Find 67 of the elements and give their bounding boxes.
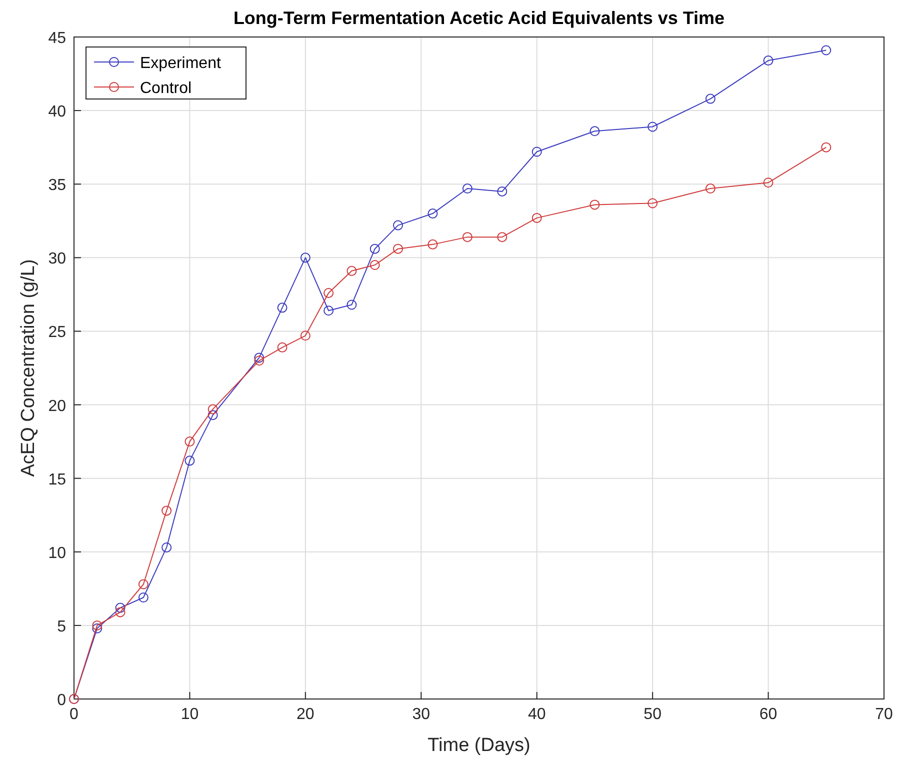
- point: [393, 220, 403, 230]
- point: [300, 330, 310, 341]
- point: [115, 607, 126, 618]
- point: [462, 184, 472, 194]
- point: [346, 300, 357, 310]
- point: [324, 306, 334, 316]
- y-tick-label: 5: [57, 618, 66, 636]
- y-tick-label: 45: [48, 30, 66, 47]
- point: [254, 356, 264, 366]
- point: [648, 198, 658, 208]
- x-tick-label: 30: [412, 706, 430, 723]
- point: [138, 579, 148, 590]
- x-axis-title: Time (Days): [428, 735, 530, 756]
- x-tick-label: 20: [296, 706, 314, 723]
- point: [763, 178, 774, 188]
- y-tick-label: 0: [57, 692, 66, 709]
- point: [184, 436, 195, 447]
- point: [324, 288, 334, 298]
- point: [277, 342, 288, 352]
- point: [428, 239, 438, 250]
- legend-label: Control: [140, 80, 192, 97]
- point: [370, 260, 380, 270]
- x-tick-label: 0: [70, 706, 79, 723]
- y-tick-label: 20: [48, 398, 66, 415]
- chart-title: Long-Term Fermentation Acetic Acid Equivalents vs Time: [233, 8, 725, 28]
- point: [138, 592, 148, 602]
- point: [115, 602, 126, 613]
- point: [346, 266, 357, 276]
- point: [497, 186, 508, 196]
- point: [208, 410, 218, 420]
- x-tick-label: 40: [528, 706, 546, 723]
- y-axis-title: AcEQ Concentration (g/L): [18, 259, 39, 477]
- point: [162, 542, 172, 552]
- y-tick-label: 25: [48, 324, 66, 342]
- legend-label: Experiment: [140, 55, 222, 72]
- point: [254, 352, 264, 363]
- point: [821, 45, 832, 56]
- x-tick-label: 70: [875, 706, 893, 723]
- x-tick-label: 10: [180, 706, 199, 723]
- point: [92, 620, 102, 630]
- point: [300, 252, 310, 263]
- point: [590, 200, 600, 210]
- point: [428, 208, 438, 219]
- point: [532, 146, 542, 157]
- x-tick-label: 60: [759, 706, 778, 723]
- point: [162, 506, 172, 516]
- point: [393, 244, 403, 254]
- y-tick-label: 15: [48, 471, 66, 488]
- point: [370, 244, 380, 254]
- x-tick-label: 50: [644, 706, 662, 723]
- point: [763, 56, 774, 66]
- point: [497, 232, 508, 242]
- point: [462, 232, 472, 242]
- point: [821, 142, 832, 152]
- y-tick-label: 10: [48, 544, 66, 562]
- point: [648, 122, 658, 132]
- point: [92, 623, 102, 634]
- y-tick-label: 35: [48, 177, 66, 194]
- point: [532, 212, 542, 223]
- point: [705, 94, 716, 104]
- y-tick-label: 40: [48, 104, 66, 121]
- point: [590, 126, 600, 136]
- point: [705, 184, 716, 194]
- point: [184, 456, 195, 466]
- point: [208, 404, 218, 414]
- y-tick-label: 30: [48, 250, 66, 268]
- point: [277, 302, 288, 313]
